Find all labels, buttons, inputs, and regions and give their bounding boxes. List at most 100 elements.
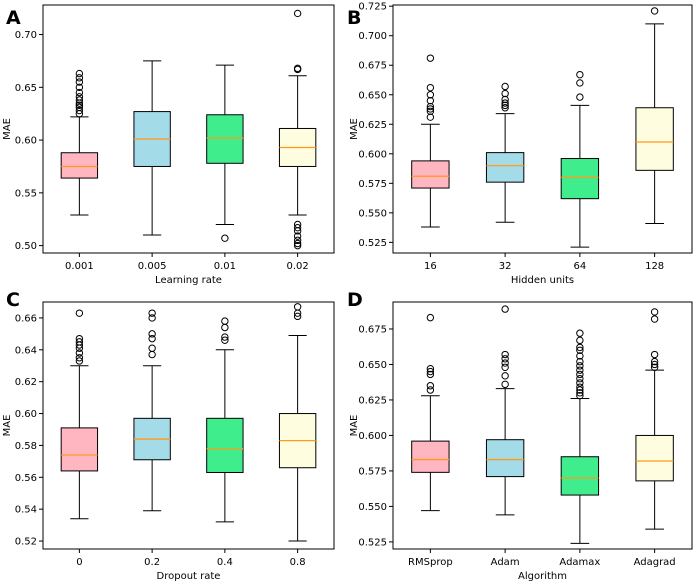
- x-tick-label: 0.001: [65, 261, 94, 272]
- outlier-point: [576, 352, 584, 360]
- outlier-point: [221, 323, 229, 332]
- box-body: [485, 439, 525, 478]
- outlier-point: [576, 93, 584, 101]
- box-body: [206, 417, 244, 474]
- x-tick-label: 32: [499, 261, 512, 272]
- x-axis-label: Learning rate: [155, 275, 222, 286]
- outlier-point: [426, 365, 435, 373]
- outlier-point: [426, 313, 435, 322]
- box-body: [485, 152, 525, 183]
- outlier-point: [501, 355, 509, 363]
- outlier-point: [75, 106, 84, 115]
- x-axis-label: Hidden units: [511, 275, 574, 286]
- box-128: [635, 7, 674, 224]
- outlier-point: [650, 363, 659, 371]
- outlier-point: [650, 308, 659, 316]
- outlier-point: [221, 317, 229, 325]
- outlier-point: [75, 349, 84, 357]
- y-tick-label: 0.650: [358, 360, 387, 371]
- box-body: [206, 114, 244, 164]
- outlier-point: [576, 70, 584, 79]
- outlier-point: [293, 232, 302, 240]
- outlier-point: [75, 96, 84, 104]
- outlier-point: [148, 309, 156, 317]
- box-0.02: [278, 9, 317, 250]
- outlier-point: [426, 54, 435, 62]
- box-32: [485, 82, 525, 223]
- y-axis-label: MAE: [349, 118, 360, 140]
- x-tick-label: 0.2: [144, 557, 160, 568]
- outlier-point: [75, 101, 84, 109]
- outlier-point: [576, 389, 584, 397]
- outlier-point: [293, 312, 302, 321]
- outlier-point: [650, 360, 659, 369]
- outlier-point: [148, 330, 156, 338]
- outlier-point: [650, 315, 659, 323]
- y-tick-label: 0.56: [15, 473, 37, 484]
- outlier-point: [221, 333, 229, 341]
- box-body: [60, 152, 99, 179]
- outlier-point: [576, 343, 584, 352]
- x-tick-label: 0.4: [217, 557, 233, 568]
- outlier-point: [426, 83, 435, 92]
- outlier-point: [426, 386, 435, 394]
- box-0.8: [278, 303, 317, 542]
- y-tick-label: 0.675: [358, 324, 387, 335]
- y-tick-label: 0.550: [358, 208, 387, 219]
- outlier-point: [576, 391, 584, 400]
- outlier-point: [293, 241, 302, 250]
- x-tick-label: 16: [424, 261, 437, 272]
- outlier-point: [501, 89, 509, 98]
- x-tick-label: 0.02: [286, 261, 308, 272]
- outlier-point: [148, 334, 156, 343]
- outlier-point: [293, 227, 302, 235]
- x-tick-label: Adagrad: [634, 557, 676, 568]
- x-tick-label: 0.005: [138, 261, 167, 272]
- outlier-point: [75, 334, 84, 343]
- outlier-point: [293, 303, 302, 311]
- box-body: [60, 427, 99, 472]
- box-Adam: [485, 305, 525, 516]
- outlier-point: [293, 223, 302, 232]
- box-RMSprop: [411, 313, 450, 512]
- outlier-point: [576, 336, 584, 345]
- box-body: [635, 107, 674, 171]
- y-tick-label: 0.52: [15, 537, 37, 548]
- x-tick-label: 0.01: [214, 261, 236, 272]
- y-tick-label: 0.525: [358, 537, 387, 548]
- plot-frame: [392, 301, 693, 550]
- panel-letter: B: [347, 7, 361, 29]
- outlier-point: [426, 91, 435, 99]
- outlier-point: [501, 82, 509, 91]
- y-tick-label: 0.70: [15, 30, 37, 41]
- box-body: [560, 456, 600, 496]
- outlier-point: [650, 7, 659, 15]
- box-body: [560, 158, 600, 200]
- outlier-point: [501, 305, 509, 313]
- outlier-point: [576, 370, 584, 379]
- outlier-point: [293, 236, 302, 245]
- outlier-point: [75, 88, 84, 97]
- y-tick-label: 0.675: [358, 61, 387, 72]
- box-0.005: [133, 60, 171, 236]
- y-tick-label: 0.65: [15, 83, 37, 94]
- plot-frame: [42, 301, 335, 550]
- outlier-point: [576, 362, 584, 370]
- outlier-point: [576, 379, 584, 387]
- y-tick-label: 0.50: [15, 241, 37, 252]
- y-tick-label: 0.64: [15, 345, 37, 356]
- outlier-point: [576, 383, 584, 391]
- panel-d: D 0.525 0.550 0.575 0.600 0.625 0.650 0.675 MAE R…: [347, 289, 693, 582]
- outlier-point: [75, 357, 84, 365]
- panel-c: C 0.52 0.54 0.56 0.58 0.60 0.62 0.64 0.66 MAE 0 0.2…: [2, 289, 335, 582]
- outlier-point: [576, 346, 584, 354]
- outlier-point: [426, 367, 435, 376]
- outlier-point: [75, 83, 84, 92]
- box-0: [60, 309, 99, 520]
- y-tick-label: 0.60: [15, 409, 37, 420]
- box-0.001: [60, 69, 99, 216]
- panel-letter: D: [347, 289, 363, 311]
- y-tick-label: 0.575: [358, 466, 387, 477]
- outlier-point: [576, 366, 584, 374]
